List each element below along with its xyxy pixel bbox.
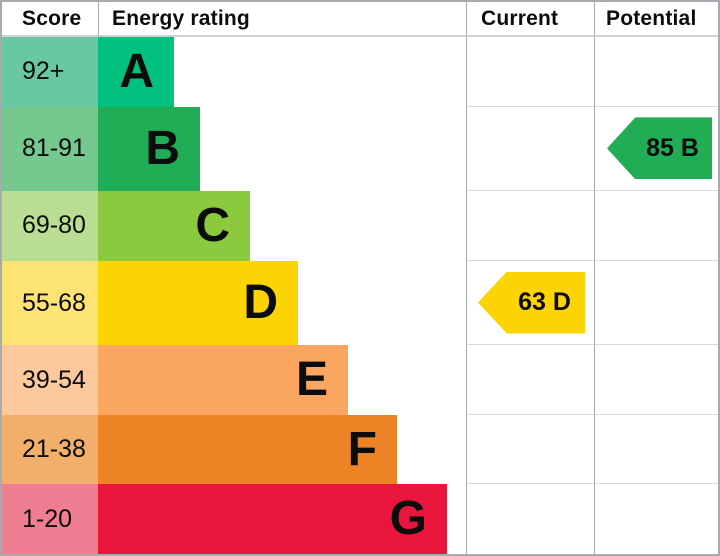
potential-cell bbox=[594, 345, 718, 415]
score-range: 39-54 bbox=[2, 345, 98, 415]
score-range: 81-91 bbox=[2, 106, 98, 192]
header-score: Score bbox=[2, 2, 98, 37]
current-cell bbox=[466, 345, 594, 415]
score-range: 92+ bbox=[2, 37, 98, 107]
score-range: 69-80 bbox=[2, 191, 98, 261]
rating-bar-e: E bbox=[98, 345, 348, 415]
potential-cell bbox=[594, 191, 718, 261]
current-cell bbox=[466, 106, 594, 192]
band-row-d: 55-68 D 63 D bbox=[2, 260, 718, 346]
potential-cell bbox=[594, 414, 718, 485]
bar-area: F bbox=[98, 414, 466, 485]
header-row: Score Energy rating Current Potential bbox=[2, 2, 718, 37]
current-cell bbox=[466, 191, 594, 261]
band-letter: G bbox=[389, 492, 427, 546]
potential-cell bbox=[594, 484, 718, 554]
band-letter: F bbox=[347, 422, 377, 476]
header-energy-rating: Energy rating bbox=[98, 2, 466, 37]
rating-bar-d: D bbox=[98, 260, 298, 346]
band-letter: D bbox=[243, 276, 278, 330]
bar-area: B bbox=[98, 106, 466, 192]
rating-bar-g: G bbox=[98, 484, 447, 554]
rating-bar-c: C bbox=[98, 191, 250, 261]
score-range: 21-38 bbox=[2, 414, 98, 485]
band-letter: E bbox=[295, 353, 328, 407]
band-letter: B bbox=[145, 121, 180, 175]
rating-bar-f: F bbox=[98, 414, 397, 485]
header-potential: Potential bbox=[594, 2, 718, 37]
rating-bar-b: B bbox=[98, 106, 200, 192]
current-cell bbox=[466, 37, 594, 107]
potential-cell bbox=[594, 260, 718, 346]
score-range: 1-20 bbox=[2, 484, 98, 554]
potential-rating-label: 85 B bbox=[646, 133, 699, 162]
band-row-a: 92+ A bbox=[2, 37, 718, 107]
potential-cell bbox=[594, 37, 718, 107]
score-range: 55-68 bbox=[2, 260, 98, 346]
current-cell bbox=[466, 414, 594, 485]
current-cell: 63 D bbox=[466, 260, 594, 346]
band-letter: C bbox=[195, 198, 230, 252]
current-rating-arrow: 63 D bbox=[478, 271, 585, 334]
band-row-e: 39-54 E bbox=[2, 345, 718, 415]
bar-area: A bbox=[98, 37, 466, 107]
bar-area: E bbox=[98, 345, 466, 415]
potential-rating-arrow: 85 B bbox=[607, 117, 712, 180]
band-letter: A bbox=[119, 44, 154, 98]
bar-area: G bbox=[98, 484, 466, 554]
band-row-g: 1-20 G bbox=[2, 484, 718, 554]
band-row-f: 21-38 F bbox=[2, 414, 718, 485]
bar-area: D bbox=[98, 260, 466, 346]
rating-bar-a: A bbox=[98, 37, 174, 107]
band-row-b: 81-91 B 85 B bbox=[2, 106, 718, 192]
bar-area: C bbox=[98, 191, 466, 261]
header-current: Current bbox=[466, 2, 594, 37]
current-cell bbox=[466, 484, 594, 554]
potential-cell: 85 B bbox=[594, 106, 718, 192]
band-row-c: 69-80 C bbox=[2, 191, 718, 261]
current-rating-label: 63 D bbox=[518, 288, 571, 317]
